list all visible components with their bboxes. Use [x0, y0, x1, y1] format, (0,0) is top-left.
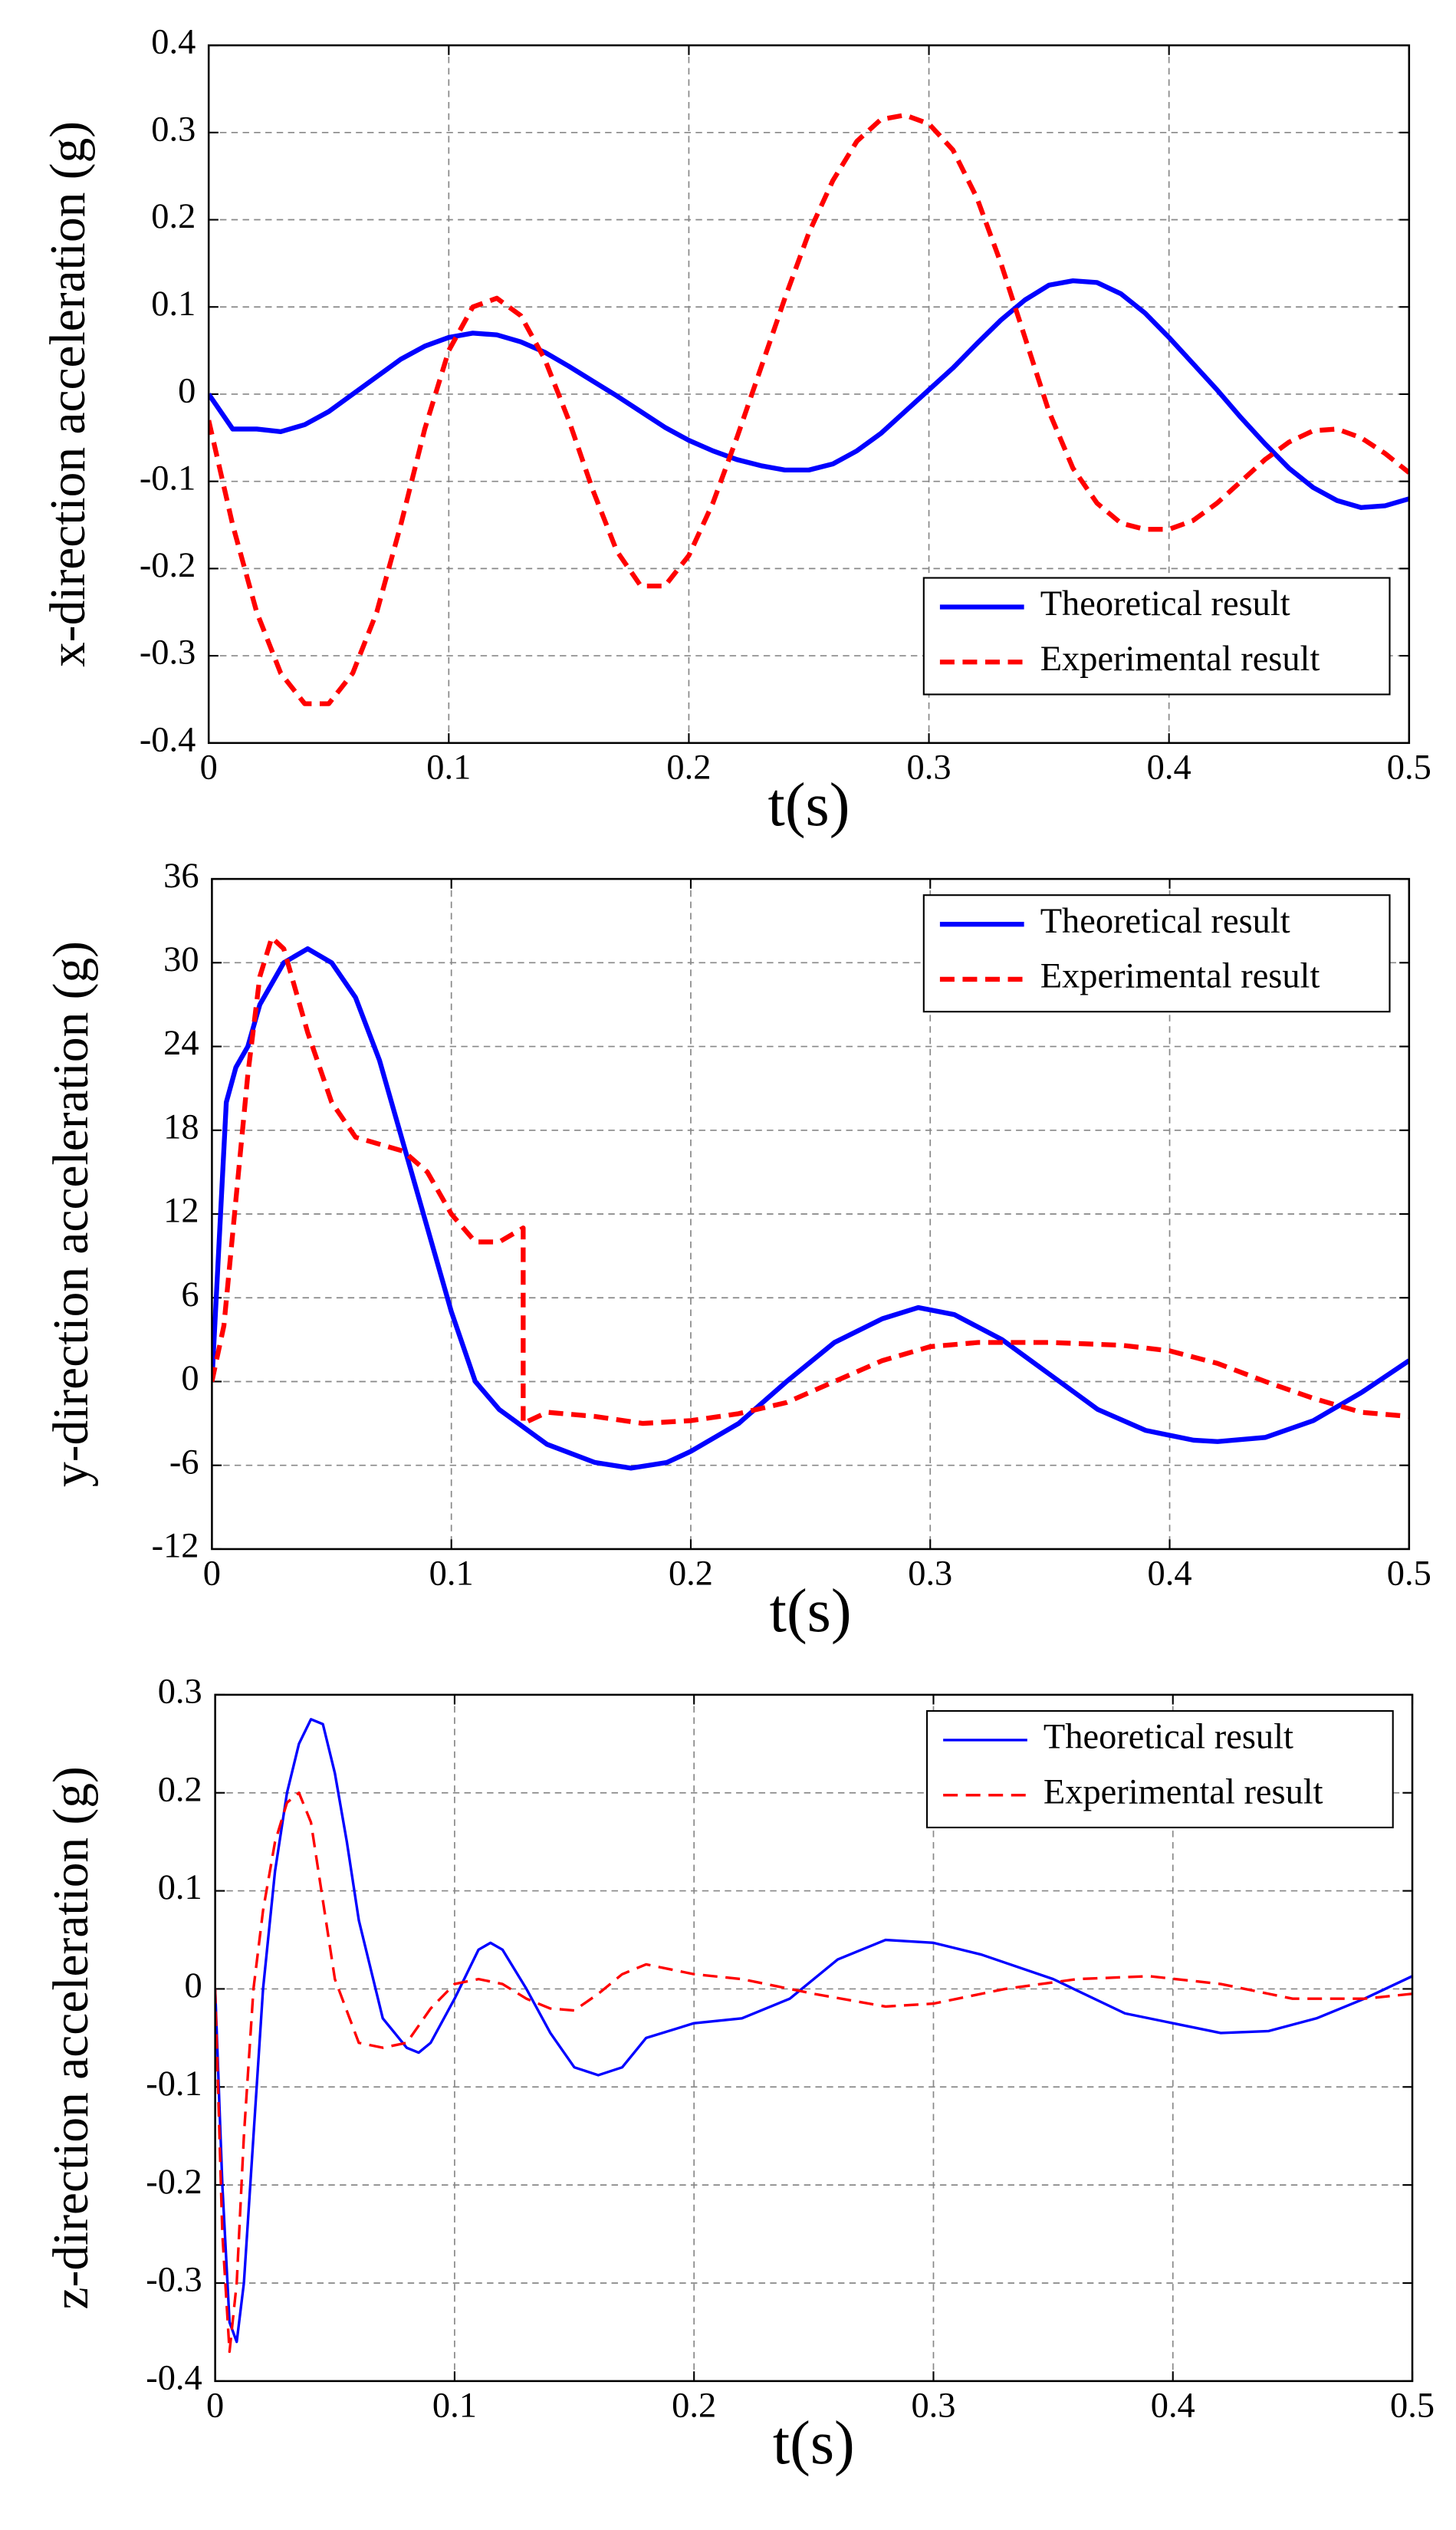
legend-label: Theoretical result — [1040, 584, 1290, 623]
legend-box — [922, 894, 1391, 1013]
x-tick-label: 0.2 — [669, 1554, 713, 1593]
y-tick-label: -0.2 — [146, 2163, 202, 2202]
x-tick-label: 0.4 — [1147, 748, 1191, 787]
y-tick-label: 0.3 — [158, 1673, 202, 1712]
legend-label: Experimental result — [1040, 957, 1320, 996]
legend-label: Experimental result — [1040, 640, 1320, 679]
y-tick-label: -0.2 — [140, 546, 196, 585]
y-tick-label: 18 — [163, 1107, 199, 1147]
x-tick-label: 0.3 — [907, 748, 951, 787]
legend-label: Experimental result — [1044, 1772, 1323, 1811]
x-axis-label: t(s) — [773, 2410, 855, 2477]
data-line — [209, 278, 1409, 510]
series-group — [212, 935, 1409, 1471]
data-line — [209, 112, 1409, 706]
x-tick-label: 0 — [203, 1554, 221, 1593]
chart: -0.4 -0.3 -0.2 -0.1 0 0.1 0.2 0.3 0.4 0 0.1 0.2 0.3 0… — [41, 23, 1431, 839]
legend-label: Theoretical result — [1044, 1718, 1293, 1757]
x-axis-label: t(s) — [768, 772, 850, 839]
legend-box — [922, 577, 1391, 696]
y-tick-label: -0.3 — [140, 633, 196, 673]
x-tick-label: 0.1 — [426, 748, 471, 787]
y-tick-label: -0.1 — [146, 2064, 202, 2104]
y-tick-label: 0.1 — [158, 1868, 202, 1907]
y-axis-label: z-direction acceleration (g) — [44, 1766, 99, 2309]
x-tick-label: 0.5 — [1390, 2386, 1435, 2425]
y-tick-label: 0.2 — [151, 197, 196, 236]
x-tick-label: 0.4 — [1148, 1554, 1192, 1593]
legend-label: Theoretical result — [1040, 902, 1290, 941]
y-tick-label: 0.4 — [151, 23, 196, 62]
data-line — [215, 1718, 1413, 2344]
chart: -12 -6 0 6 12 18 24 30 36 0 0.1 0.2 0.3 0.4 0.5 t(s) y-d… — [44, 857, 1431, 1645]
legend: Theoretical result Experimental result — [925, 1709, 1394, 1829]
x-tick-label: 0.1 — [432, 2386, 477, 2425]
y-tick-label: 0.3 — [151, 110, 196, 149]
x-tick-label: 0.1 — [429, 1554, 474, 1593]
legend-box — [925, 1709, 1394, 1829]
y-tick-label: -0.4 — [146, 2358, 202, 2397]
legend: Theoretical result Experimental result — [922, 577, 1391, 696]
x-tick-label: 0 — [200, 748, 218, 787]
x-tick-label: 0.5 — [1387, 1554, 1431, 1593]
y-tick-label: -12 — [152, 1527, 199, 1566]
plot-frame — [214, 1693, 1414, 2383]
x-tick-label: 0.2 — [672, 2386, 716, 2425]
x-tick-label: 0.3 — [908, 1554, 952, 1593]
y-tick-label: 36 — [163, 857, 199, 896]
y-tick-label: 0 — [181, 1359, 199, 1398]
data-line — [215, 1791, 1413, 2354]
data-line — [212, 935, 1409, 1426]
y-tick-label: 0.1 — [151, 285, 196, 324]
plot-frame — [207, 44, 1411, 745]
y-tick-label: 0 — [178, 372, 196, 411]
y-tick-label: -0.4 — [140, 720, 196, 759]
y-tick-label: 0.2 — [158, 1770, 202, 1809]
legend: Theoretical result Experimental result — [922, 894, 1391, 1013]
y-tick-label: -6 — [169, 1443, 199, 1482]
y-axis-label: x-direction acceleration (g) — [41, 121, 96, 667]
x-tick-label: 0.2 — [666, 748, 711, 787]
series-group — [209, 112, 1409, 706]
y-tick-label: 0 — [185, 1966, 202, 2005]
x-tick-label: 0.5 — [1387, 748, 1431, 787]
data-line — [212, 946, 1409, 1471]
plot-frame — [211, 877, 1411, 1551]
y-tick-label: 24 — [163, 1024, 199, 1063]
y-tick-label: 12 — [163, 1192, 199, 1231]
chart: -0.4 -0.3 -0.2 -0.1 0 0.1 0.2 0.3 0 0.1 0.2 0.3 0.4 0… — [44, 1673, 1435, 2477]
y-tick-label: -0.3 — [146, 2261, 202, 2300]
y-tick-label: 30 — [163, 940, 199, 979]
x-tick-label: 0.3 — [911, 2386, 955, 2425]
x-tick-label: 0 — [206, 2386, 224, 2425]
y-tick-label: -0.1 — [140, 459, 196, 498]
x-tick-label: 0.4 — [1151, 2386, 1195, 2425]
series-group — [215, 1718, 1413, 2354]
y-tick-label: 6 — [181, 1275, 199, 1314]
x-axis-label: t(s) — [770, 1578, 852, 1645]
y-axis-label: y-direction acceleration (g) — [44, 941, 99, 1487]
